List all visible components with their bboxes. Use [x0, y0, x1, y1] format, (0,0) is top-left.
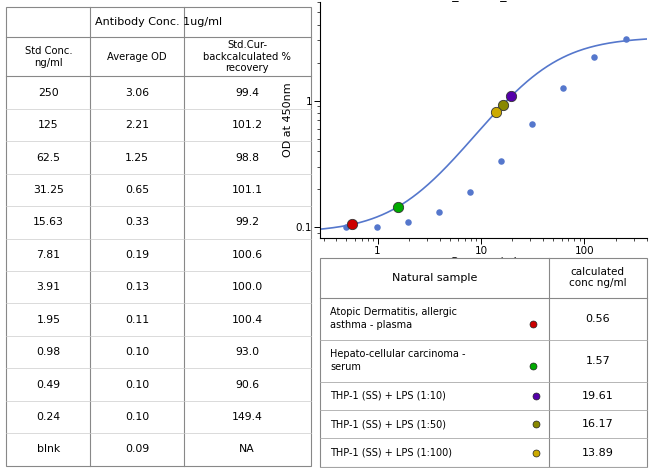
Text: 100.0: 100.0	[231, 282, 263, 292]
Text: 101.1: 101.1	[231, 185, 263, 195]
Text: 90.6: 90.6	[235, 380, 259, 389]
Point	[393, 203, 403, 211]
Text: 16.17: 16.17	[582, 419, 614, 429]
Text: asthma - plasma: asthma - plasma	[330, 320, 412, 330]
Text: serum: serum	[330, 362, 361, 372]
Text: 101.2: 101.2	[231, 120, 263, 130]
Text: Atopic Dermatitis, allergic: Atopic Dermatitis, allergic	[330, 307, 457, 317]
Text: 3.91: 3.91	[36, 282, 60, 292]
Text: 15.63: 15.63	[33, 218, 64, 227]
Point	[346, 221, 357, 228]
Point	[341, 223, 351, 231]
Text: 149.4: 149.4	[232, 412, 263, 422]
Text: 0.33: 0.33	[125, 218, 149, 227]
Text: 0.98: 0.98	[36, 347, 60, 357]
Text: 3.06: 3.06	[125, 88, 149, 98]
Text: Antibody Conc. 1ug/ml: Antibody Conc. 1ug/ml	[95, 17, 222, 27]
Text: Natural sample: Natural sample	[392, 272, 477, 283]
Text: 7.81: 7.81	[36, 250, 60, 260]
Text: 0.49: 0.49	[36, 380, 60, 389]
Text: NA: NA	[239, 445, 255, 454]
Text: 98.8: 98.8	[235, 153, 259, 162]
Point	[434, 209, 444, 216]
Text: Average OD: Average OD	[107, 52, 166, 62]
Text: Std Conc.
ng/ml: Std Conc. ng/ml	[25, 46, 72, 67]
Text: 1.25: 1.25	[125, 153, 149, 162]
Text: 99.4: 99.4	[235, 88, 259, 98]
Text: 0.11: 0.11	[125, 314, 149, 325]
Text: 0.24: 0.24	[36, 412, 60, 422]
Text: 0.56: 0.56	[586, 314, 610, 323]
Y-axis label: OD at 450nm: OD at 450nm	[283, 83, 292, 157]
Text: 0.09: 0.09	[125, 445, 149, 454]
Text: THP-1 (SS) + LPS (1:50): THP-1 (SS) + LPS (1:50)	[330, 419, 446, 429]
Point	[621, 36, 631, 43]
Text: 0.10: 0.10	[125, 412, 149, 422]
Text: 99.2: 99.2	[235, 218, 259, 227]
Text: 0.19: 0.19	[125, 250, 149, 260]
Text: 0.13: 0.13	[125, 282, 149, 292]
Text: 100.4: 100.4	[231, 314, 263, 325]
Point	[527, 120, 538, 128]
Point	[558, 85, 569, 92]
Point	[590, 53, 600, 61]
Text: 0.10: 0.10	[125, 347, 149, 357]
Text: 13.89: 13.89	[582, 447, 614, 458]
Point	[308, 223, 318, 231]
Text: Std.Cur-
backcalculated %
recovery: Std.Cur- backcalculated % recovery	[203, 40, 291, 73]
Text: 93.0: 93.0	[235, 347, 259, 357]
Text: 19.61: 19.61	[582, 391, 614, 401]
Point	[465, 188, 475, 195]
Text: 125: 125	[38, 120, 58, 130]
Text: 0.65: 0.65	[125, 185, 149, 195]
Text: 100.6: 100.6	[231, 250, 263, 260]
Text: 0.10: 0.10	[125, 380, 149, 389]
Text: calculated
conc ng/ml: calculated conc ng/ml	[569, 267, 627, 288]
Text: 2.21: 2.21	[125, 120, 149, 130]
Title: CCL11_9HCLC_711346: CCL11_9HCLC_711346	[413, 0, 554, 1]
Point	[497, 101, 508, 109]
Point	[402, 218, 413, 225]
X-axis label: Conc  ng/ml: Conc ng/ml	[450, 257, 517, 267]
Text: 62.5: 62.5	[36, 153, 60, 162]
Text: 31.25: 31.25	[33, 185, 64, 195]
Text: THP-1 (SS) + LPS (1:10): THP-1 (SS) + LPS (1:10)	[330, 391, 446, 401]
Point	[372, 223, 382, 231]
Text: blnk: blnk	[36, 445, 60, 454]
Text: Hepato-cellular carcinoma -: Hepato-cellular carcinoma -	[330, 349, 465, 359]
Text: 1.57: 1.57	[586, 356, 610, 366]
Point	[491, 109, 501, 116]
Text: 250: 250	[38, 88, 58, 98]
Text: 1.95: 1.95	[36, 314, 60, 325]
Point	[506, 92, 517, 100]
Text: THP-1 (SS) + LPS (1:100): THP-1 (SS) + LPS (1:100)	[330, 447, 452, 458]
Point	[496, 158, 506, 165]
